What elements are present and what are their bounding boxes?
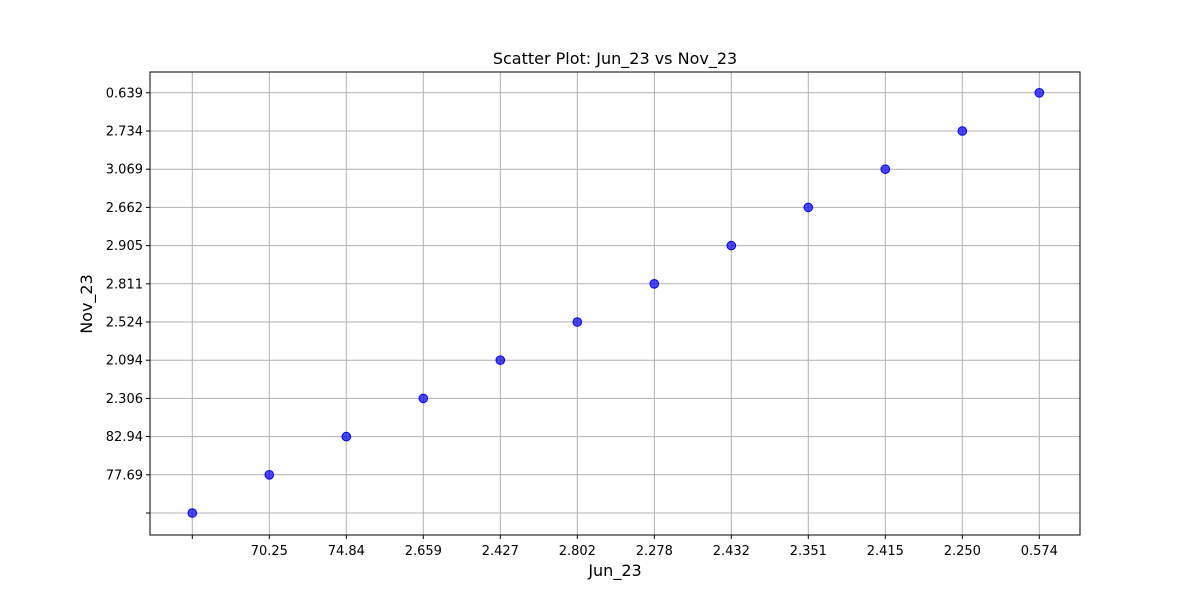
x-tick-label: 2.415 [867, 544, 904, 559]
scatter-point [803, 202, 814, 213]
y-tick-label: 2.811 [106, 277, 143, 292]
plot-frame [149, 71, 1081, 536]
x-tick-label: 2.659 [405, 544, 442, 559]
points-layer [187, 88, 1045, 518]
scatter-point [264, 470, 275, 480]
scatter-point [957, 126, 968, 136]
x-tick-label: 2.432 [713, 544, 750, 559]
grid-layer [150, 72, 1080, 535]
x-tick-label: 2.427 [482, 544, 519, 559]
ticks-layer: 70.25 74.84 2.659 2.427 2.802 2.278 2.432 2.351… [106, 86, 1058, 559]
y-tick-label: 2.306 [106, 392, 143, 407]
scatter-point [495, 355, 506, 366]
y-tick-label: 77.69 [106, 468, 143, 483]
scatter-point [341, 431, 352, 442]
scatter-point [649, 279, 660, 289]
x-tick-label: 0.574 [1021, 544, 1058, 559]
x-tick-label: 70.25 [251, 544, 288, 559]
x-tick-label: 2.278 [636, 544, 673, 559]
scatter-point [726, 240, 737, 251]
chart-title: Scatter Plot: Jun_23 vs Nov_23 [493, 49, 737, 69]
y-tick-label: 3.069 [106, 163, 143, 178]
scatter-point [572, 317, 583, 327]
y-tick-label: 82.94 [106, 430, 143, 445]
y-tick-label: 2.524 [106, 316, 143, 331]
x-tick-label: 74.84 [328, 544, 365, 559]
x-axis-label: Jun_23 [587, 561, 641, 581]
x-tick-label: 2.802 [559, 544, 596, 559]
scatter-point [1034, 88, 1045, 98]
y-tick-label: 2.734 [106, 125, 143, 140]
y-tick-label: 2.094 [106, 354, 143, 369]
scatter-point [187, 508, 198, 518]
x-tick-label: 2.250 [944, 544, 981, 559]
y-axis-label: Nov_23 [77, 274, 97, 334]
y-tick-label: 0.639 [106, 86, 143, 101]
scatter-point [418, 393, 429, 404]
y-tick-label: 2.905 [106, 239, 143, 254]
x-tick-label: 2.351 [790, 544, 827, 559]
y-tick-label: 2.662 [106, 201, 143, 216]
scatter-point [880, 164, 891, 174]
